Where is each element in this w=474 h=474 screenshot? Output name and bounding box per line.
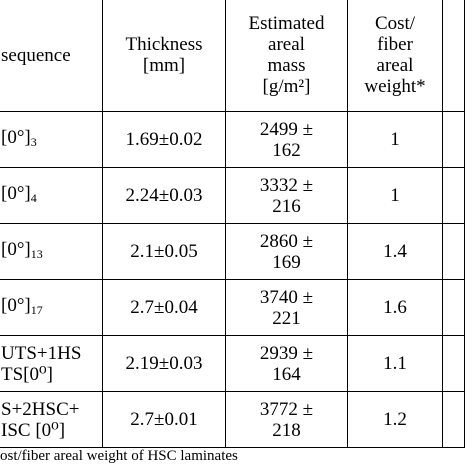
header-areal-mass-line: areal xyxy=(268,34,305,55)
mass-line: 218 xyxy=(272,419,301,441)
mass-line: 2939 ± xyxy=(259,342,314,364)
header-cost-line: weight* xyxy=(364,76,426,97)
row-extra xyxy=(442,279,465,336)
row-extra xyxy=(442,223,465,280)
table-row: [0°]3 1.69±0.02 2499 ±162 1 xyxy=(0,111,465,168)
row-sequence: S+2HSC+ ISC [0⁰] xyxy=(0,391,103,448)
header-areal-mass-line: Estimated xyxy=(248,13,325,34)
row-cost: 1.6 xyxy=(347,279,443,336)
sequence-text: [0°] xyxy=(1,238,31,260)
header-thickness: Thickness [mm] xyxy=(102,0,226,112)
sequence-text: [0°] xyxy=(1,126,31,148)
mass-line: 2860 ± xyxy=(259,230,314,252)
row-sequence: [0°]4 xyxy=(0,167,103,224)
row-sequence: [0°]3 xyxy=(0,111,103,168)
row-sequence: [0°]13 xyxy=(0,223,103,280)
sequence-subscript: 17 xyxy=(30,302,43,317)
row-thickness: 1.69±0.02 xyxy=(102,111,226,168)
row-cost: 1 xyxy=(347,111,443,168)
header-sequence: sequence xyxy=(0,0,103,112)
sequence-line: TS[0⁰] xyxy=(1,363,53,385)
header-areal-mass-line: [g/m²] xyxy=(262,76,311,97)
sequence-subscript: 3 xyxy=(30,134,37,149)
table-row: [0°]17 2.7±0.04 3740 ±221 1.6 xyxy=(0,279,465,336)
row-sequence: [0°]17 xyxy=(0,279,103,336)
row-thickness: 2.24±0.03 xyxy=(102,167,226,224)
row-thickness: 2.7±0.04 xyxy=(102,279,226,336)
mass-line: 3740 ± xyxy=(259,286,314,308)
table-footnote: ost/fiber areal weight of HSC laminates xyxy=(0,448,238,464)
header-cost-line: Cost/ xyxy=(374,13,416,34)
row-extra xyxy=(442,167,465,224)
row-thickness: 2.19±0.03 xyxy=(102,335,226,392)
header-extra-column xyxy=(442,0,465,112)
mass-line: 162 xyxy=(272,139,301,161)
header-thickness-line: Thickness xyxy=(125,34,203,55)
row-thickness: 2.1±0.05 xyxy=(102,223,226,280)
table-row: S+2HSC+ ISC [0⁰] 2.7±0.01 3772 ±218 1.2 xyxy=(0,391,465,448)
mass-line: 3332 ± xyxy=(259,174,314,196)
header-areal-mass-line: mass xyxy=(267,55,306,76)
table-row: [0°]13 2.1±0.05 2860 ±169 1.4 xyxy=(0,223,465,280)
row-areal-mass: 3740 ±221 xyxy=(225,279,348,336)
header-cost-line: areal xyxy=(376,55,414,76)
mass-line: 3772 ± xyxy=(259,398,314,420)
sequence-line: UTS+1HS xyxy=(1,342,82,364)
row-cost: 1.4 xyxy=(347,223,443,280)
row-extra xyxy=(442,391,465,448)
mass-line: 169 xyxy=(272,251,301,273)
table-row: UTS+1HS TS[0⁰] 2.19±0.03 2939 ±164 1.1 xyxy=(0,335,465,392)
sequence-text: [0°] xyxy=(1,294,31,316)
table-row: [0°]4 2.24±0.03 3332 ±216 1 xyxy=(0,167,465,224)
header-cost: Cost/ fiber areal weight* xyxy=(347,0,443,112)
header-sequence-text: sequence xyxy=(1,44,71,66)
row-areal-mass: 2939 ±164 xyxy=(225,335,348,392)
mass-line: 2499 ± xyxy=(259,118,314,140)
laminate-properties-table: sequence Thickness [mm] Estimated areal … xyxy=(0,0,465,448)
row-extra xyxy=(442,335,465,392)
row-extra xyxy=(442,111,465,168)
sequence-line: S+2HSC+ xyxy=(1,398,80,420)
mass-line: 216 xyxy=(272,195,301,217)
table-header-row: sequence Thickness [mm] Estimated areal … xyxy=(0,0,465,112)
header-thickness-line: [mm] xyxy=(142,55,186,76)
row-cost: 1.1 xyxy=(347,335,443,392)
sequence-text: [0°] xyxy=(1,182,31,204)
mass-line: 221 xyxy=(272,307,301,329)
header-areal-mass: Estimated areal mass [g/m²] xyxy=(225,0,348,112)
row-thickness: 2.7±0.01 xyxy=(102,391,226,448)
row-cost: 1.2 xyxy=(347,391,443,448)
row-areal-mass: 2499 ±162 xyxy=(225,111,348,168)
header-cost-line: fiber xyxy=(377,34,413,55)
sequence-subscript: 13 xyxy=(30,246,43,261)
row-areal-mass: 3772 ±218 xyxy=(225,391,348,448)
mass-line: 164 xyxy=(272,363,301,385)
sequence-subscript: 4 xyxy=(30,190,37,205)
row-sequence: UTS+1HS TS[0⁰] xyxy=(0,335,103,392)
sequence-line: ISC [0⁰] xyxy=(1,419,66,441)
row-areal-mass: 2860 ±169 xyxy=(225,223,348,280)
row-areal-mass: 3332 ±216 xyxy=(225,167,348,224)
row-cost: 1 xyxy=(347,167,443,224)
